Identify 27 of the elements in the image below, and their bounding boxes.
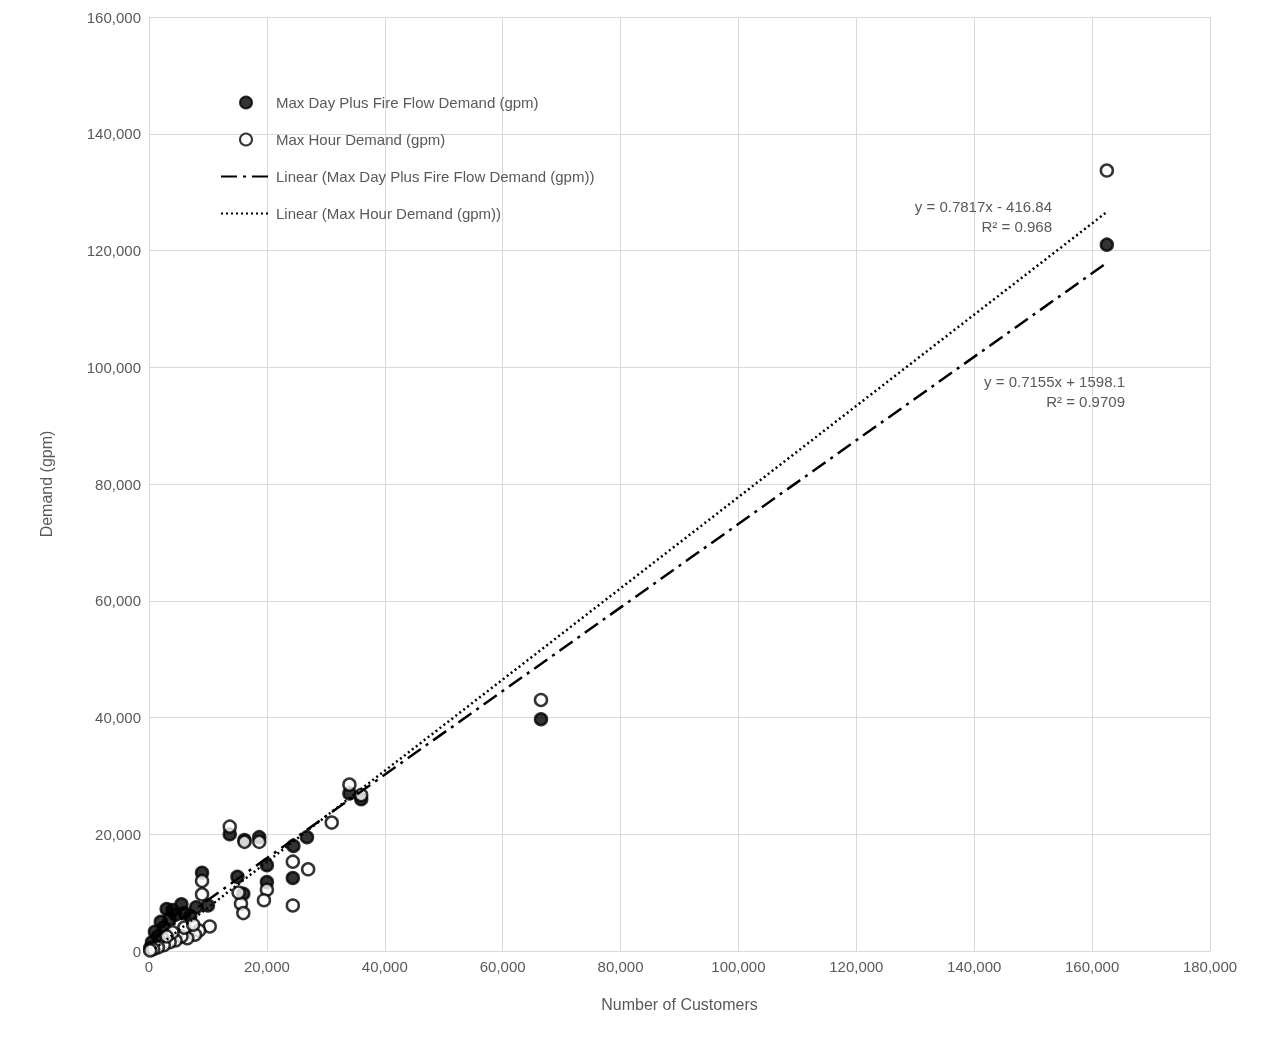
y-tick-label: 40,000 — [95, 709, 141, 726]
legend-label: Max Day Plus Fire Flow Demand (gpm) — [276, 94, 539, 111]
x-tick-label: 160,000 — [1064, 958, 1120, 975]
y-tick-label: 120,000 — [86, 242, 141, 259]
x-tick-label: 40,000 — [361, 958, 408, 975]
annotation: y = 0.7817x - 416.84 R² = 0.968 — [914, 197, 1052, 235]
y-tick-label: 80,000 — [95, 475, 141, 493]
x-tick-label: 0 — [144, 958, 154, 975]
y-tick-label: 100,000 — [86, 358, 141, 376]
x-tick-label: 180,000 — [1182, 958, 1238, 975]
y-tick-label: 20,000 — [95, 825, 141, 843]
legend-label: Max Hour Demand (gpm) — [276, 131, 446, 148]
x-tick-label: 120,000 — [829, 958, 884, 975]
x-axis-title: Number of Customers — [601, 995, 758, 1013]
legend-label: Linear (Max Hour Demand (gpm)) — [276, 205, 502, 222]
annotation: y = 0.7155x + 1598.1 R² = 0.9709 — [984, 372, 1125, 410]
y-axis-title: Demand (gpm) — [37, 430, 55, 538]
x-tick-label: 60,000 — [479, 958, 526, 975]
y-tick-label: 60,000 — [95, 592, 141, 610]
x-tick-label: 140,000 — [947, 958, 1002, 975]
x-tick-label: 20,000 — [243, 958, 290, 975]
x-tick-label: 100,000 — [711, 958, 766, 975]
legend-label: Linear (Max Day Plus Fire Flow Demand (gpm)) — [276, 168, 595, 185]
y-tick-label: 140,000 — [86, 125, 141, 143]
x-tick-label: 80,000 — [597, 958, 644, 975]
y-tick-label: 160,000 — [86, 8, 141, 26]
y-tick-label: 0 — [132, 942, 141, 960]
